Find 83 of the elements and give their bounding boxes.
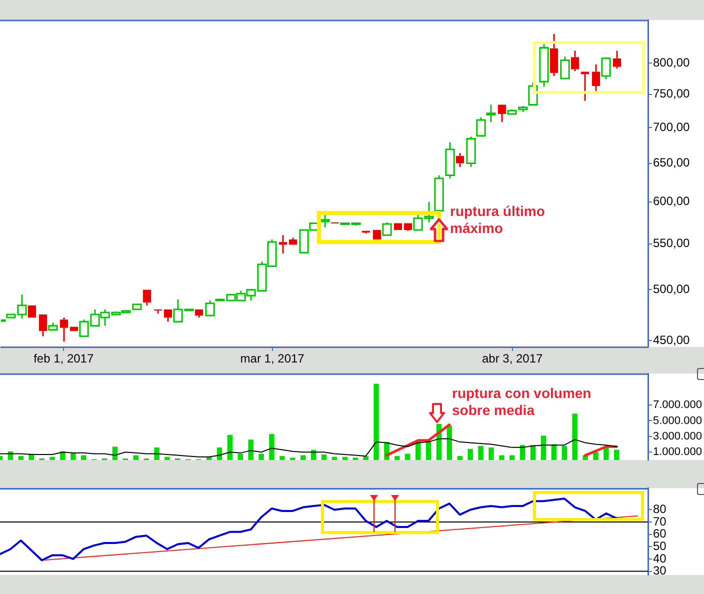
y-tick-label: 550,00 [653,236,690,250]
candlestick [288,236,298,245]
bar [604,447,609,460]
annotation: ruptura con volumen sobre media [452,385,592,419]
x-tick-label: abr 3, 2017 [482,352,544,366]
y-tick-label: 600,00 [653,194,690,208]
bar [530,445,536,460]
bar [50,456,55,460]
bar [81,455,86,460]
candlestick [372,230,382,240]
bar [238,454,243,460]
bar [446,425,452,460]
y-tick-label: 3.000.000 [653,430,702,442]
candlestick [60,316,68,342]
bar [258,454,264,460]
bar [426,441,432,460]
candlestick [394,223,402,230]
candlestick [445,141,455,180]
bar [562,446,567,460]
y-tick-label: 700,00 [653,120,690,134]
bar [363,456,368,460]
candlestick [154,309,162,314]
candlestick [320,213,330,228]
bar [70,452,76,460]
candlestick [70,326,78,331]
y-tick-label: 500,00 [653,282,690,296]
y-tick-label: 5.000.000 [653,414,702,427]
candlestick [486,104,496,123]
candlestick [38,314,48,338]
bar [468,449,473,460]
y-tick-label: 800,00 [653,56,690,70]
y-tick-label: 650,00 [653,156,690,170]
candlestick [550,33,558,77]
x-tick-label: mar 1, 2017 [240,352,305,366]
bar [332,456,338,460]
x-tick-label: feb 1, 2017 [34,352,94,366]
bar [227,434,233,460]
bar [614,450,620,460]
y-tick-label: 50 [653,538,667,553]
y-tick-label: 450,00 [653,332,690,347]
candlestick [612,50,622,70]
candlestick [456,152,464,168]
bar [499,455,504,460]
bar [342,456,348,460]
y-tick-label: 7.000.000 [653,399,702,412]
bar [280,456,285,460]
candlestick [498,104,506,123]
bar [510,455,515,460]
y-tick-label: 30 [653,564,667,578]
y-tick-label: 750,00 [653,86,690,101]
annotation: ruptura último máximo [450,203,546,237]
bar [154,447,160,460]
candlestick [194,309,204,318]
candlestick [142,290,152,306]
bar [405,454,410,460]
bar [248,440,254,460]
bar [269,434,274,460]
bar [18,456,24,460]
bar [593,452,598,460]
candlestick [278,234,288,254]
y-tick-label: 80 [653,502,667,516]
candlestick [28,305,36,318]
bar [300,455,306,460]
bar [394,456,400,460]
y-tick-label: 70 [653,514,667,528]
bar [374,384,379,460]
bar [540,436,546,460]
candlestick [164,309,172,322]
y-tick-label: 60 [653,526,667,541]
bar [133,455,138,460]
candlestick [404,223,412,232]
bar [488,447,494,460]
candlestick [132,304,142,310]
y-tick-label: 1.000.000 [653,446,702,458]
candlestick [592,64,600,92]
bar [164,456,170,460]
bar [478,446,484,460]
y-tick-label: 40 [653,551,667,566]
candlestick [570,50,580,72]
bar [321,454,327,460]
bar [572,414,578,460]
bar [457,456,462,460]
candlestick [580,72,590,102]
